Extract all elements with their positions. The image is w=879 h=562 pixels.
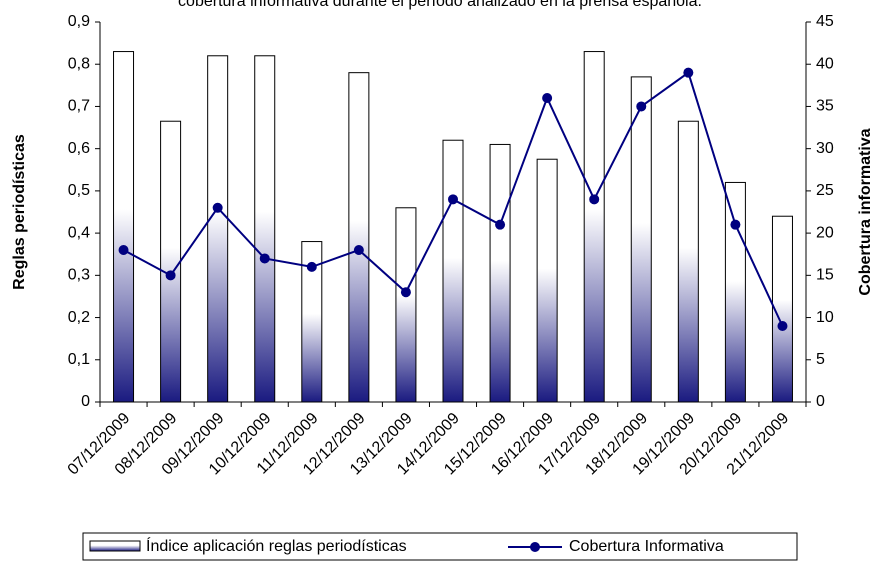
y2-tick-label: 5 bbox=[816, 351, 825, 368]
y-tick-label: 0,5 bbox=[68, 182, 90, 199]
chart-title: cobertura informativa durante el período… bbox=[178, 0, 702, 10]
y2-tick-label: 30 bbox=[816, 140, 834, 157]
bar bbox=[113, 51, 135, 403]
line-marker bbox=[118, 245, 129, 255]
y2-axis-label: Cobertura informativa bbox=[857, 128, 874, 295]
bar bbox=[348, 72, 370, 403]
y-tick-label: 0,9 bbox=[68, 13, 90, 30]
y2-tick-label: 25 bbox=[816, 182, 834, 199]
bar bbox=[536, 158, 558, 403]
y2-tick-label: 15 bbox=[816, 267, 834, 284]
line-marker bbox=[353, 245, 364, 255]
bar bbox=[254, 55, 276, 403]
bar bbox=[160, 120, 182, 403]
y-tick-label: 0,4 bbox=[68, 224, 90, 241]
legend-marker bbox=[530, 542, 540, 552]
y2-tick-label: 40 bbox=[816, 55, 834, 72]
y-axis-label: Reglas periodísticas bbox=[11, 134, 28, 290]
y-tick-label: 0,3 bbox=[68, 267, 90, 284]
y-tick-label: 0,7 bbox=[68, 98, 90, 115]
bar bbox=[583, 51, 605, 403]
legend-label: Cobertura Informativa bbox=[569, 538, 724, 555]
bar bbox=[630, 76, 652, 403]
legend-box bbox=[82, 532, 798, 561]
y-tick-label: 0,8 bbox=[68, 55, 90, 72]
line-marker bbox=[400, 287, 411, 298]
y2-tick-label: 0 bbox=[816, 393, 825, 410]
y-tick-label: 0,1 bbox=[68, 351, 90, 368]
line-marker bbox=[589, 194, 600, 205]
y-tick-label: 0,6 bbox=[68, 140, 90, 157]
y-tick-label: 0 bbox=[81, 393, 90, 410]
line-marker bbox=[259, 253, 270, 264]
bar bbox=[207, 55, 229, 403]
y2-tick-label: 10 bbox=[816, 309, 834, 326]
line-marker bbox=[777, 321, 788, 331]
line-marker bbox=[542, 93, 553, 103]
bar bbox=[442, 139, 464, 403]
line-marker bbox=[683, 67, 694, 78]
bar bbox=[677, 120, 699, 403]
y-tick-label: 0,2 bbox=[68, 309, 90, 326]
y2-tick-label: 35 bbox=[816, 98, 834, 115]
bar bbox=[724, 181, 746, 403]
line-marker bbox=[448, 194, 458, 205]
line-marker bbox=[636, 101, 647, 112]
bar bbox=[489, 143, 511, 403]
bar bbox=[395, 207, 417, 403]
legend-label: Índice aplicación reglas periodísticas bbox=[146, 536, 407, 555]
line-marker bbox=[730, 219, 741, 230]
legend-swatch bbox=[89, 540, 141, 552]
y2-tick-label: 20 bbox=[816, 224, 834, 241]
line-marker bbox=[165, 270, 176, 281]
line-marker bbox=[212, 202, 223, 213]
y2-tick-label: 45 bbox=[816, 13, 834, 30]
line-marker bbox=[495, 219, 506, 230]
line-marker bbox=[306, 261, 317, 272]
